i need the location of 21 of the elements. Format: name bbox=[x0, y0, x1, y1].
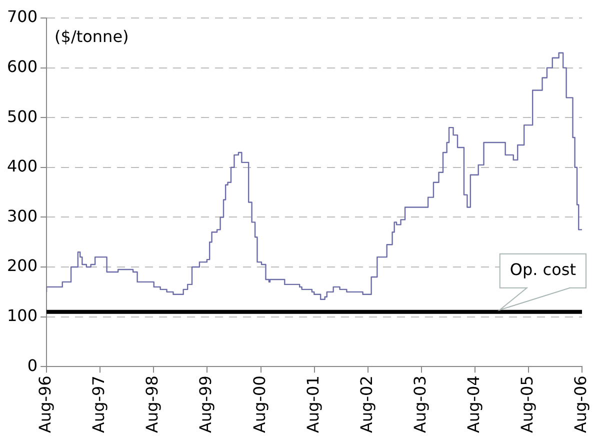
x-tick-label: Aug-96 bbox=[36, 376, 55, 433]
ref-line-label: Op. cost bbox=[510, 260, 576, 279]
x-tick-label: Aug-01 bbox=[303, 376, 322, 433]
x-tick-label: Aug-00 bbox=[250, 376, 269, 433]
x-tick-label: Aug-98 bbox=[142, 376, 162, 433]
x-tick-label: Aug-99 bbox=[196, 376, 216, 433]
x-tick-label: Aug-04 bbox=[464, 376, 484, 433]
y-tick-label: 0 bbox=[27, 356, 38, 375]
y-axis-title: ($/tonne) bbox=[54, 27, 129, 46]
y-tick-label: 600 bbox=[6, 56, 38, 76]
x-tick-label: Aug-02 bbox=[356, 376, 376, 433]
y-tick-label: 700 bbox=[6, 7, 38, 26]
x-tick-label: Aug-05 bbox=[518, 376, 537, 433]
x-tick-label: Aug-97 bbox=[89, 376, 108, 433]
x-tick-label: Aug-06 bbox=[571, 376, 590, 433]
y-tick-label: 400 bbox=[6, 156, 38, 176]
y-tick-label: 500 bbox=[6, 106, 38, 126]
x-tick-label: Aug-03 bbox=[410, 376, 430, 433]
y-tick-label: 100 bbox=[6, 306, 38, 325]
y-tick-label: 300 bbox=[6, 206, 38, 226]
y-tick-label: 200 bbox=[6, 256, 38, 276]
